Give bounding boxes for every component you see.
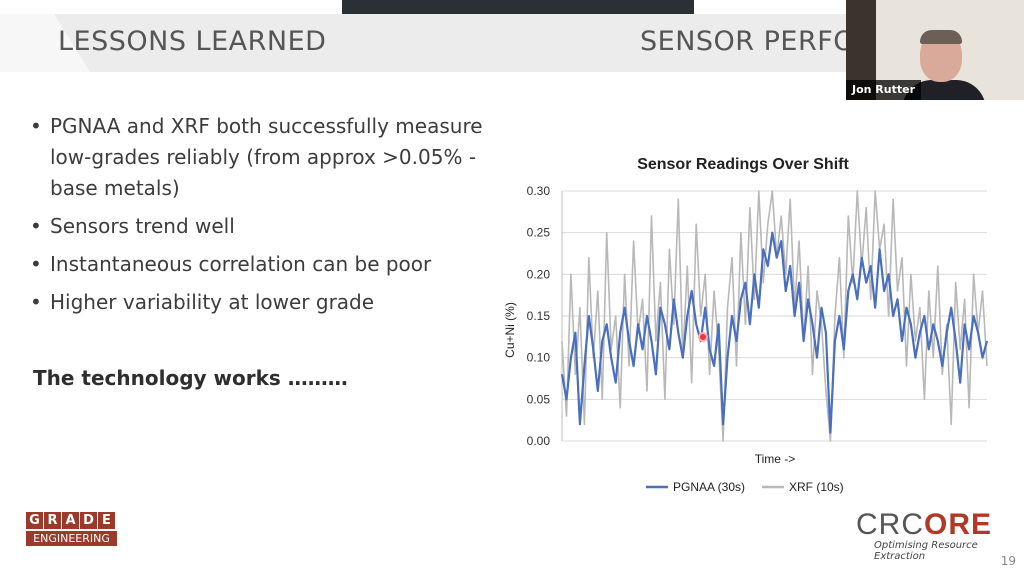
crc-logo-prefix: CRC xyxy=(856,508,924,541)
bullet-item: Sensors trend well xyxy=(28,211,498,242)
logo-letter: D xyxy=(80,512,97,529)
grade-engineering-logo: G R A D E ENGINEERING xyxy=(26,512,118,546)
crc-ore-logo: CRCORE Optimising Resource Extraction xyxy=(856,508,1024,562)
crc-logo-suffix: ORE xyxy=(924,508,993,541)
y-axis-label: Cu+Ni (%) xyxy=(503,302,517,358)
y-tick-label: 0.10 xyxy=(527,351,551,365)
participant-hair xyxy=(920,30,962,44)
slide-title-right: SENSOR PERFO xyxy=(640,26,856,57)
bullet-item: Higher variability at lower grade xyxy=(28,287,498,318)
page-number: 19 xyxy=(1000,554,1016,568)
pgnaa-series-line xyxy=(560,231,989,434)
chart-series xyxy=(560,190,989,442)
chart-legend: PGNAA (30s) XRF (10s) xyxy=(646,480,844,494)
chart-title: Sensor Readings Over Shift xyxy=(637,156,849,173)
participant-body xyxy=(902,80,986,100)
y-tick-label: 0.15 xyxy=(527,309,551,323)
y-tick-label: 0.25 xyxy=(527,226,551,240)
logo-letter: A xyxy=(62,512,79,529)
logo-subtitle: ENGINEERING xyxy=(26,531,117,546)
sensor-readings-chart: Sensor Readings Over Shift 0.000.050.100… xyxy=(503,156,989,494)
logo-letter: G xyxy=(26,512,43,529)
top-window-bar xyxy=(342,0,694,14)
y-tick-label: 0.00 xyxy=(527,434,551,448)
y-axis-ticks: 0.00 0.05 0.10 0.15 0.20 0.25 0.30 xyxy=(527,184,551,448)
legend-label: PGNAA (30s) xyxy=(673,480,745,494)
x-axis-label: Time -> xyxy=(755,452,796,466)
y-tick-label: 0.30 xyxy=(527,184,551,198)
pointer-dot xyxy=(698,332,708,342)
crc-logo-tagline: Optimising Resource Extraction xyxy=(874,540,978,562)
bullet-item: Instantaneous correlation can be poor xyxy=(28,249,498,280)
y-tick-label: 0.05 xyxy=(527,392,551,406)
bullet-item: PGNAA and XRF both successfully measure … xyxy=(28,111,498,204)
bullet-list: PGNAA and XRF both successfully measure … xyxy=(28,111,498,325)
slide-title: LESSONS LEARNED xyxy=(58,26,327,57)
logo-letter: E xyxy=(98,512,115,529)
legend-label: XRF (10s) xyxy=(789,480,844,494)
conclusion-text: The technology works ……… xyxy=(33,366,348,390)
xrf-series-line xyxy=(561,190,988,442)
logo-letter: R xyxy=(44,512,61,529)
participant-video-tile[interactable]: Jon Rutter xyxy=(846,0,1024,100)
participant-name-label: Jon Rutter xyxy=(846,80,922,100)
y-tick-label: 0.20 xyxy=(527,267,551,281)
